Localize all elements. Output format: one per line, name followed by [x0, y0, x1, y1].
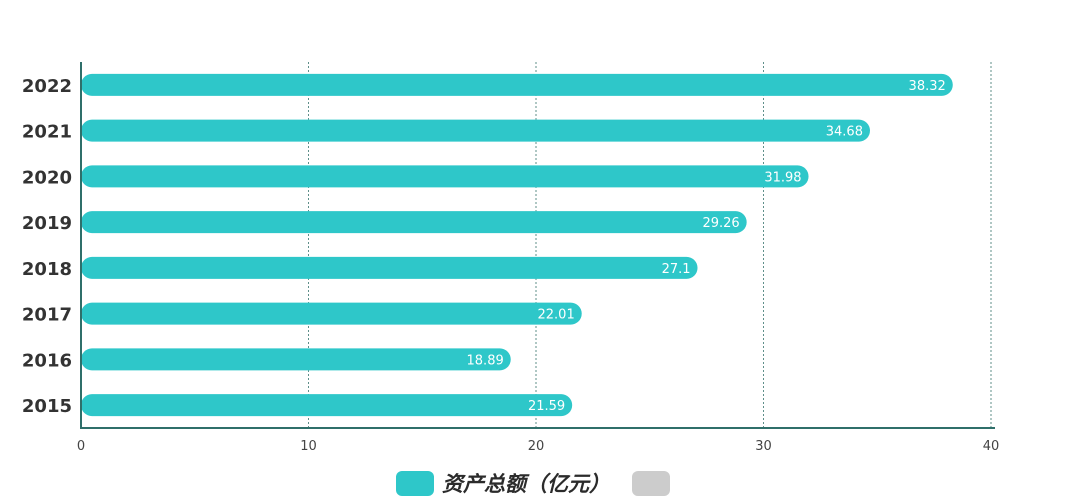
- y-category-label-2015: 2015: [22, 396, 72, 417]
- bar-2020: [81, 165, 809, 188]
- bar-2021: [81, 119, 870, 142]
- bar-2022: [81, 73, 953, 96]
- y-category-label-2017: 2017: [22, 305, 72, 326]
- labels: 0 10 20 30 40 38.32 2022 34.68 2021 31.98 2020 29.2…: [22, 76, 999, 454]
- y-category-label-2022: 2022: [22, 76, 72, 97]
- x-tick-label-0: 0: [77, 439, 85, 454]
- legend-swatch-secondary[interactable]: [632, 470, 670, 496]
- bar-2017: [81, 302, 582, 325]
- legend-label-assets[interactable]: 资产总额（亿元）: [442, 472, 610, 496]
- bar-value-label-2017: 22.01: [538, 308, 575, 323]
- bar-2018: [81, 256, 698, 279]
- legend: 资产总额（亿元）: [0, 468, 1066, 498]
- bar-value-label-2015: 21.59: [528, 399, 565, 414]
- bar-value-label-2018: 27.1: [662, 262, 691, 277]
- bar-2015: [81, 394, 573, 417]
- bar-2019: [81, 211, 747, 234]
- legend-swatch-assets[interactable]: [396, 470, 434, 496]
- grid-lines: [308, 62, 992, 428]
- y-category-label-2021: 2021: [22, 122, 72, 143]
- bar-value-label-2016: 18.89: [467, 353, 504, 368]
- x-tick-label-20: 20: [528, 439, 545, 454]
- bar-value-label-2021: 34.68: [826, 125, 863, 140]
- x-tick-label-40: 40: [983, 439, 1000, 454]
- bar-2016: [81, 348, 511, 371]
- bar-value-label-2020: 31.98: [764, 170, 801, 185]
- x-tick-label-10: 10: [300, 439, 317, 454]
- bars: [81, 73, 953, 417]
- y-category-label-2016: 2016: [22, 350, 72, 371]
- bar-value-label-2019: 29.26: [702, 216, 739, 231]
- y-category-label-2020: 2020: [22, 167, 72, 188]
- y-category-label-2019: 2019: [22, 213, 72, 234]
- y-category-label-2018: 2018: [22, 259, 72, 280]
- axes: [80, 62, 995, 429]
- x-tick-label-30: 30: [755, 439, 772, 454]
- bar-value-label-2022: 38.32: [909, 79, 946, 94]
